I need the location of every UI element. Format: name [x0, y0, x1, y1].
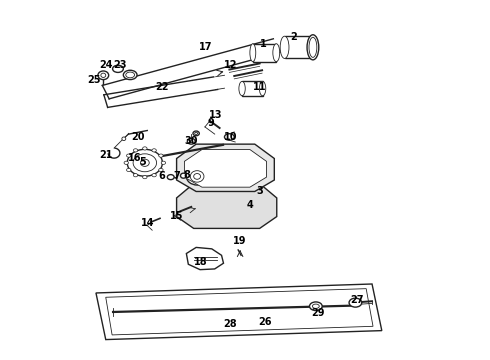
Ellipse shape [195, 132, 197, 134]
Ellipse shape [186, 168, 208, 185]
Text: 23: 23 [114, 60, 127, 70]
Polygon shape [176, 144, 274, 192]
Text: 19: 19 [233, 236, 247, 246]
Text: 5: 5 [139, 157, 146, 167]
Text: 3: 3 [256, 186, 263, 196]
Bar [253, 44, 276, 62]
Ellipse shape [126, 154, 131, 157]
Ellipse shape [101, 73, 106, 77]
Text: 26: 26 [258, 317, 271, 327]
Ellipse shape [307, 35, 319, 60]
Polygon shape [186, 247, 223, 270]
Text: 6: 6 [159, 171, 165, 181]
Ellipse shape [259, 81, 266, 96]
Ellipse shape [187, 138, 195, 144]
Ellipse shape [98, 71, 109, 80]
Ellipse shape [126, 72, 135, 78]
Bar [285, 36, 313, 58]
Text: 2: 2 [291, 32, 297, 41]
Ellipse shape [159, 168, 163, 172]
Ellipse shape [159, 154, 163, 157]
Ellipse shape [167, 175, 174, 180]
Ellipse shape [138, 158, 149, 165]
Text: 14: 14 [141, 218, 154, 228]
Ellipse shape [180, 173, 186, 178]
Text: 15: 15 [170, 211, 183, 221]
Ellipse shape [280, 36, 289, 58]
Ellipse shape [193, 131, 199, 136]
Ellipse shape [126, 168, 131, 172]
Text: 22: 22 [155, 82, 169, 92]
Text: 12: 12 [223, 60, 237, 70]
Polygon shape [176, 184, 277, 228]
Text: 11: 11 [253, 82, 267, 92]
Ellipse shape [127, 149, 162, 176]
Text: 4: 4 [246, 200, 253, 210]
Ellipse shape [224, 134, 234, 140]
Text: 1: 1 [260, 39, 267, 49]
Text: 16: 16 [128, 153, 142, 163]
Bar [242, 81, 263, 96]
Text: 21: 21 [99, 150, 113, 160]
Ellipse shape [190, 171, 204, 182]
Polygon shape [96, 284, 382, 339]
Text: 18: 18 [194, 257, 208, 267]
Text: 7: 7 [173, 171, 180, 181]
Ellipse shape [122, 137, 126, 140]
Ellipse shape [143, 147, 147, 150]
Polygon shape [184, 149, 267, 187]
Text: 8: 8 [183, 170, 190, 180]
Ellipse shape [310, 302, 322, 311]
Ellipse shape [194, 174, 200, 179]
Text: 27: 27 [351, 295, 364, 305]
Ellipse shape [349, 298, 362, 307]
Ellipse shape [152, 149, 156, 152]
Ellipse shape [273, 44, 280, 62]
Ellipse shape [190, 140, 193, 143]
Ellipse shape [250, 44, 256, 62]
Text: 20: 20 [131, 132, 144, 142]
Text: 24: 24 [99, 60, 113, 70]
Text: 13: 13 [209, 111, 222, 121]
Text: 29: 29 [312, 308, 325, 318]
Ellipse shape [113, 65, 123, 72]
Ellipse shape [133, 149, 138, 152]
Text: 10: 10 [223, 132, 237, 142]
Ellipse shape [161, 161, 166, 165]
Text: 28: 28 [223, 319, 237, 329]
Ellipse shape [123, 70, 137, 80]
Ellipse shape [141, 159, 149, 166]
Text: 25: 25 [87, 75, 100, 85]
Ellipse shape [133, 174, 138, 177]
Text: 9: 9 [207, 118, 214, 128]
Text: 17: 17 [199, 42, 213, 52]
Ellipse shape [143, 176, 147, 179]
Ellipse shape [313, 304, 319, 309]
Ellipse shape [133, 154, 157, 172]
Ellipse shape [152, 174, 156, 177]
Ellipse shape [124, 161, 128, 165]
Ellipse shape [239, 81, 245, 96]
Text: 30: 30 [185, 136, 198, 145]
